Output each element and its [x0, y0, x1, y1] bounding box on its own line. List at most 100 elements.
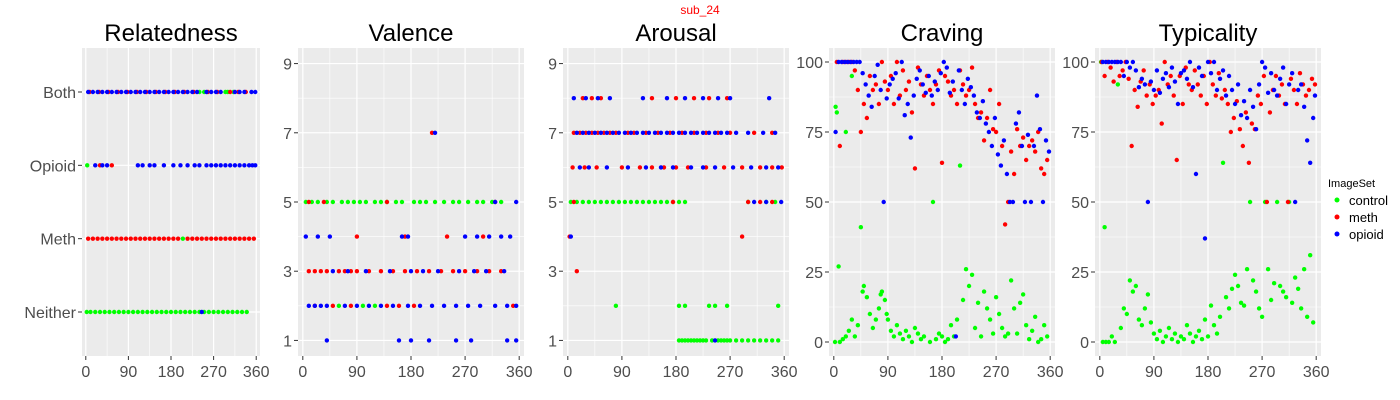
data-point	[959, 87, 965, 93]
data-point	[429, 303, 435, 309]
data-point	[384, 303, 390, 309]
data-point	[911, 93, 916, 98]
data-point	[849, 73, 855, 79]
data-point	[104, 89, 110, 95]
data-point	[712, 130, 718, 135]
data-point	[936, 331, 942, 336]
data-point	[694, 130, 700, 135]
data-point	[908, 135, 913, 140]
data-point	[935, 87, 940, 93]
data-point	[842, 59, 847, 65]
data-point	[915, 331, 921, 336]
data-point	[1247, 199, 1253, 205]
data-point	[634, 130, 640, 135]
y-tick-label: 100	[796, 55, 823, 72]
data-point	[845, 59, 850, 65]
data-point	[930, 101, 936, 107]
data-point	[939, 334, 945, 339]
data-point	[142, 236, 148, 241]
series-opioid	[568, 95, 784, 343]
data-point	[1141, 68, 1146, 73]
data-point	[244, 309, 249, 315]
data-point	[875, 62, 880, 67]
data-point	[950, 79, 956, 84]
x-tick-label: 90	[1145, 364, 1163, 381]
data-point	[894, 59, 900, 65]
data-point	[100, 236, 105, 241]
data-point	[1217, 76, 1223, 82]
x-tick-label: 360	[1303, 364, 1330, 381]
data-point	[1029, 328, 1035, 333]
data-point	[640, 95, 646, 101]
data-point	[778, 199, 784, 205]
data-point	[1187, 59, 1193, 65]
data-point	[411, 199, 417, 205]
data-point	[709, 338, 715, 343]
data-point	[1181, 337, 1187, 342]
data-point	[836, 59, 841, 65]
data-point	[1240, 143, 1246, 149]
x-tick-label: 0	[829, 364, 838, 381]
data-point	[1124, 311, 1130, 317]
y-tick-label: 75	[1071, 125, 1089, 142]
data-point	[1011, 171, 1017, 177]
data-point	[164, 309, 169, 315]
data-point	[1034, 93, 1040, 98]
data-point	[610, 199, 616, 205]
data-point	[315, 199, 321, 205]
y-tick-label: 50	[1071, 195, 1089, 212]
data-point	[1175, 339, 1181, 345]
data-point	[107, 309, 112, 315]
data-point	[739, 338, 745, 343]
data-point	[879, 59, 885, 65]
data-point	[968, 85, 974, 90]
data-point	[1244, 267, 1250, 272]
data-point	[715, 130, 721, 135]
y-tick-label: 100	[1062, 55, 1089, 72]
data-point	[1304, 138, 1310, 143]
data-point	[999, 325, 1005, 331]
data-point	[724, 303, 730, 309]
data-point	[1178, 334, 1184, 339]
data-point	[1032, 314, 1038, 319]
data-point	[161, 89, 167, 95]
data-point	[130, 309, 136, 315]
data-point	[1280, 65, 1286, 70]
data-point	[429, 130, 435, 135]
data-point	[237, 163, 242, 168]
data-point	[1208, 303, 1214, 308]
data-point	[574, 130, 580, 135]
data-point	[712, 303, 718, 309]
data-point	[1304, 314, 1310, 319]
data-point	[1220, 160, 1226, 165]
data-point	[1288, 76, 1294, 82]
data-point	[1303, 93, 1309, 98]
data-point	[577, 165, 583, 170]
data-point	[867, 311, 873, 317]
data-point	[879, 289, 885, 294]
data-point	[1298, 306, 1304, 311]
data-point	[595, 130, 601, 135]
y-tick-label: 7	[548, 126, 557, 143]
y-tick-label: 25	[1071, 265, 1089, 282]
data-point	[616, 199, 622, 205]
data-point	[607, 130, 613, 135]
data-point	[930, 199, 936, 205]
data-point	[589, 95, 595, 101]
x-tick-label: 90	[119, 364, 137, 381]
data-point	[619, 165, 625, 170]
data-point	[965, 76, 971, 82]
data-point	[513, 199, 519, 205]
data-point	[900, 68, 906, 73]
data-point	[884, 96, 889, 101]
data-point	[1145, 292, 1151, 297]
data-point	[1253, 289, 1259, 294]
data-point	[1172, 331, 1178, 336]
data-point	[1202, 317, 1208, 322]
data-point	[577, 130, 583, 135]
data-point	[90, 236, 96, 241]
data-point	[960, 297, 966, 303]
data-point	[1294, 101, 1300, 107]
